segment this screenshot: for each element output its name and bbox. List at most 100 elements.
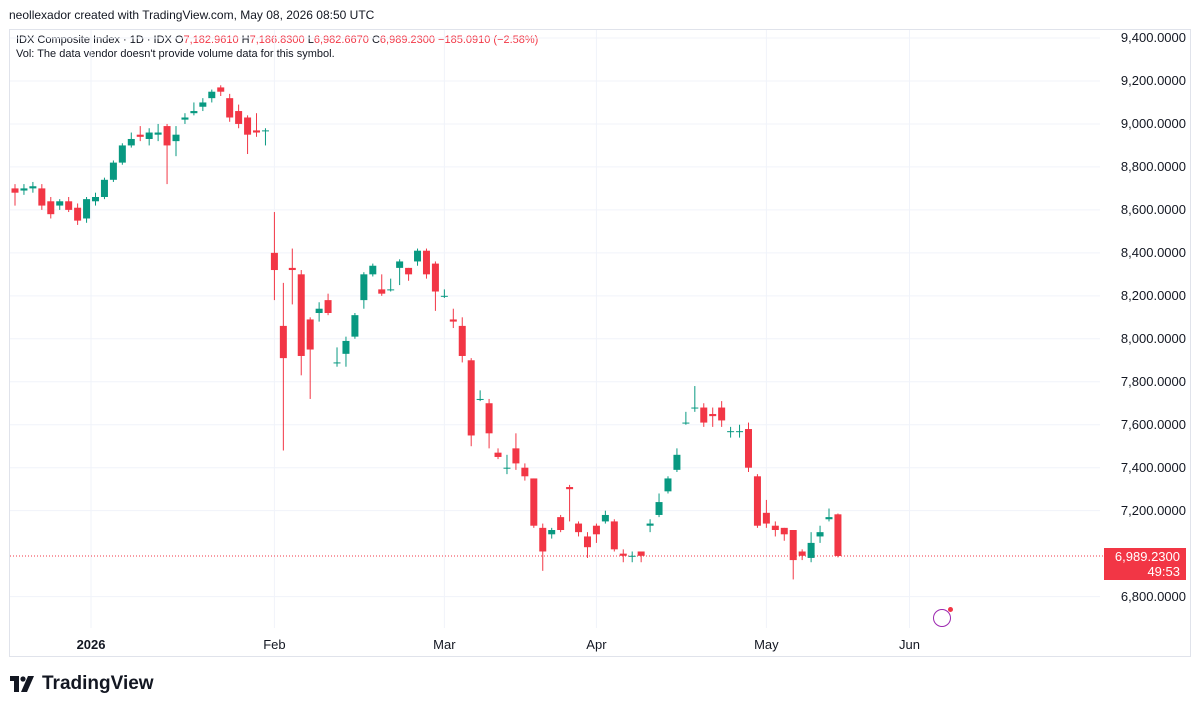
price-tick-label: 8,800.0000: [1120, 158, 1186, 174]
candle-down: [521, 467, 529, 477]
candle-up: [628, 555, 636, 557]
candle-up: [181, 117, 189, 120]
candle-up: [315, 308, 323, 314]
candle-down: [566, 487, 574, 490]
candle-up: [127, 138, 135, 146]
candle-up: [100, 179, 108, 197]
price-tick-label: 6,800.0000: [1120, 588, 1186, 604]
candle-down: [744, 429, 752, 468]
brand-name: TradingView: [42, 673, 154, 694]
candle-down: [637, 551, 645, 556]
high-value: 7,186.8300: [249, 34, 305, 46]
candle-up: [664, 478, 672, 492]
candle-down: [324, 300, 332, 314]
tradingview-logo: TradingView: [10, 673, 154, 695]
candle-down: [458, 325, 466, 356]
candle-down: [306, 319, 314, 350]
candle-down: [38, 188, 46, 206]
candle-up: [646, 523, 654, 526]
candle-down: [270, 252, 278, 271]
price-tick-label: 9,400.0000: [1120, 30, 1186, 45]
candle-down: [467, 360, 475, 436]
change-value: −185.0910 (−2.58%): [438, 34, 539, 46]
candle-up: [154, 132, 162, 135]
candle-up: [56, 201, 64, 206]
candle-up: [816, 532, 824, 537]
candle-down: [11, 188, 19, 193]
candle-down: [485, 403, 493, 434]
candle-up: [360, 274, 368, 301]
date-tick-label: May: [754, 637, 779, 652]
low-label: L: [307, 34, 314, 46]
candle-up: [503, 467, 511, 469]
candle-up: [208, 91, 216, 99]
candle-down: [65, 201, 73, 210]
candle-up: [548, 530, 556, 535]
candle-down: [226, 98, 234, 118]
candle-down: [557, 517, 565, 531]
candle-up: [190, 111, 198, 114]
candle-down: [431, 263, 439, 292]
price-tick-label: 7,800.0000: [1120, 373, 1186, 389]
candle-down: [753, 476, 761, 526]
candle-up: [118, 145, 126, 163]
candle-down: [718, 407, 726, 421]
candle-up: [261, 130, 269, 132]
candle-down: [539, 527, 547, 552]
candle-down: [378, 289, 386, 294]
candle-down: [253, 130, 261, 133]
candle-up: [369, 265, 377, 275]
bar-countdown: 49:53: [1147, 564, 1180, 579]
candle-down: [422, 250, 430, 275]
candle-down: [244, 117, 252, 135]
candle-up: [172, 134, 180, 142]
candle-down: [217, 87, 225, 92]
candle-down: [494, 452, 502, 457]
open-label: O: [174, 34, 184, 46]
low-value: 6,982.6670: [313, 34, 369, 46]
candle-down: [279, 325, 287, 359]
price-tick-label: 8,200.0000: [1120, 287, 1186, 303]
symbol-name[interactable]: IDX Composite Index · 1D · IDX: [16, 34, 172, 46]
candle-up: [727, 431, 735, 433]
price-tick-label: 8,000.0000: [1120, 330, 1186, 346]
candle-down: [235, 111, 243, 124]
candle-down: [592, 525, 600, 535]
candle-up: [440, 295, 448, 297]
candle-up: [109, 162, 117, 180]
candle-up: [682, 422, 690, 424]
chart-frame: [9, 29, 1191, 657]
candle-up: [601, 514, 609, 522]
candle-up: [92, 196, 100, 202]
candle-up: [351, 315, 359, 337]
price-tick-label: 9,000.0000: [1120, 115, 1186, 131]
attribution-text: neollexador created with TradingView.com…: [9, 8, 375, 22]
candle-up: [20, 188, 28, 191]
candle-up: [691, 407, 699, 409]
open-value: 7,182.9610: [183, 34, 239, 46]
candle-down: [575, 523, 583, 533]
candle-up: [342, 340, 350, 354]
candle-up: [476, 398, 484, 400]
date-tick-label: Feb: [263, 637, 286, 652]
candle-down: [583, 536, 591, 548]
candle-down: [163, 126, 171, 146]
tradingview-logo-icon: [10, 676, 34, 692]
last-price-badge: 6,989.2300 49:53: [1104, 548, 1186, 580]
candle-down: [610, 521, 618, 550]
volume-note: Vol: The data vendor doesn't provide vol…: [16, 48, 335, 60]
candle-up: [83, 199, 91, 219]
candle-up: [414, 250, 422, 262]
candle-up: [145, 132, 153, 139]
candle-up: [396, 261, 404, 268]
close-value: 6,989.2300: [379, 34, 435, 46]
candle-down: [771, 525, 779, 531]
candle-down: [136, 134, 144, 137]
candle-up: [825, 517, 833, 520]
lightning-icon[interactable]: [933, 607, 953, 627]
date-tick-label: Mar: [433, 637, 456, 652]
date-tick-label: 2026: [76, 637, 106, 652]
candle-down: [619, 553, 627, 556]
candle-up: [199, 102, 207, 107]
